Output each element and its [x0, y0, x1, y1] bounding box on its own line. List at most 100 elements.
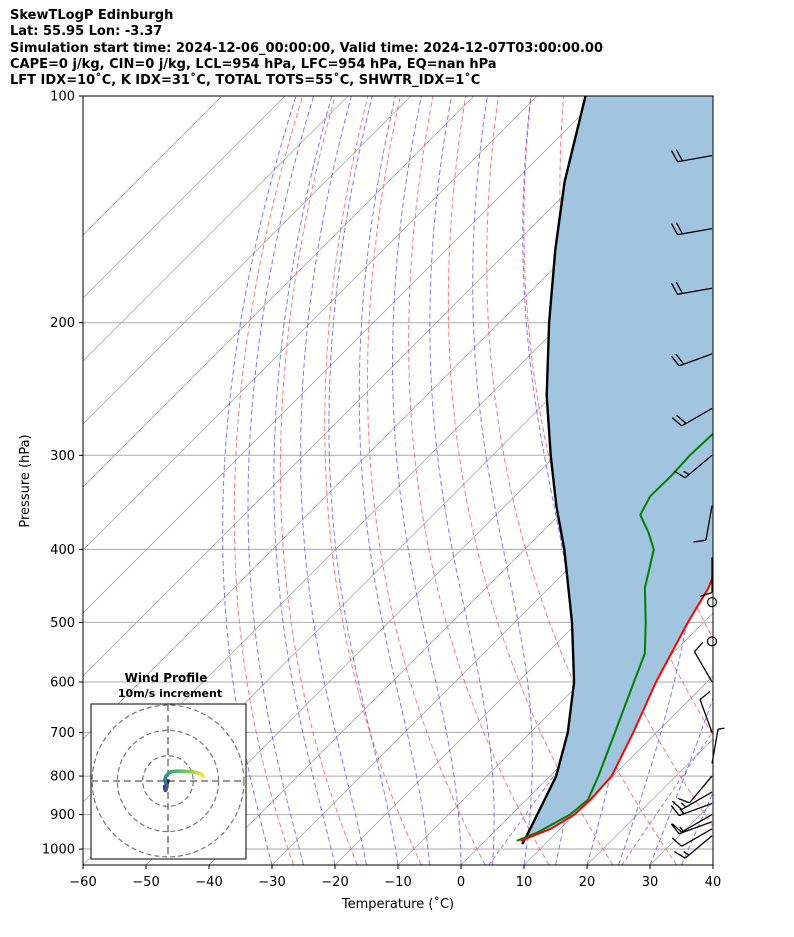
hodograph-ring [91, 704, 245, 858]
moist-adiabat-line [300, 96, 367, 865]
dry-adiabat-line [367, 96, 486, 865]
isotherm-line [83, 96, 538, 551]
x-tick-label: 10 [516, 875, 533, 890]
wind-barb [670, 802, 713, 817]
x-axis-label: Temperature (˚C) [341, 896, 454, 912]
wind-barb [674, 454, 713, 479]
mixing-ratio-line [488, 681, 624, 865]
cin-shaded-area [526, 96, 713, 836]
temperature-line [520, 573, 713, 842]
dry-adiabat-line [447, 96, 614, 865]
y-tick-label: 1000 [42, 843, 75, 858]
wind-barb [670, 149, 713, 163]
moist-adiabat-line [649, 696, 713, 865]
x-tick-label: −30 [258, 875, 285, 890]
x-tick-label: 30 [642, 875, 659, 890]
wind-barb [677, 775, 713, 804]
wind-barb [693, 505, 713, 543]
x-tick-label: 0 [457, 875, 465, 890]
time-line: Simulation start time: 2024-12-06_00:00:… [10, 40, 603, 56]
isotherm-line [145, 297, 713, 865]
isotherm-line [83, 96, 223, 236]
isotherm-line [271, 423, 713, 865]
y-axis-label: Pressure (hPa) [18, 434, 33, 527]
wind-barb [670, 353, 713, 367]
y-tick-label: 600 [50, 675, 75, 690]
mixing-ratio-line [621, 730, 713, 865]
dry-adiabat-line [523, 96, 713, 828]
isotherm-line [334, 486, 713, 865]
moist-adiabat-line [681, 791, 713, 865]
isotherm-line [83, 96, 412, 425]
moist-adiabat-line [618, 96, 698, 865]
dry-adiabat-line [324, 96, 422, 865]
x-tick-label: 40 [705, 875, 722, 890]
dry-adiabat-line [486, 96, 678, 865]
dry-adiabat-line [233, 96, 304, 865]
chart-title: SkewTLogP Edinburgh [10, 8, 174, 23]
y-tick-label: 100 [50, 90, 75, 105]
skewt-plot-area [82, 95, 794, 866]
location-line: Lat: 55.95 Lon: -3.37 [10, 24, 163, 40]
wind-barb [699, 691, 713, 733]
x-tick-label: −50 [132, 875, 159, 890]
isotherm-line [83, 96, 286, 299]
moist-adiabat-line [429, 96, 495, 865]
wind-barb [674, 835, 713, 859]
stability-line: CAPE=0 j/kg, CIN=0 j/kg, LCL=954 hPa, LF… [10, 56, 497, 72]
wind-barb [670, 222, 713, 236]
hodograph-subtitle: 10m/s increment [118, 687, 222, 700]
moist-adiabat-line [247, 96, 315, 865]
wind-barbs [670, 149, 725, 859]
x-tick-label: −20 [321, 875, 348, 890]
hodograph-title: Wind Profile [125, 671, 208, 685]
wind-barb [706, 636, 718, 647]
moist-adiabat-line [522, 96, 578, 865]
moist-adiabat-line [222, 96, 297, 865]
y-tick-label: 300 [50, 449, 75, 464]
wind-barb [671, 814, 713, 833]
dry-adiabat-line [759, 96, 794, 865]
hodograph-inset: Wind Profile 10m/s increment [90, 671, 247, 860]
y-tick-label: 900 [50, 808, 75, 823]
wind-barb [711, 727, 725, 764]
index-line: LFT IDX=10˚C, K IDX=31˚C, TOTAL TOTS=55˚… [10, 73, 481, 89]
wind-barb [671, 828, 713, 847]
isotherm-line [83, 96, 664, 677]
moist-adiabat-line [328, 96, 399, 865]
isotherm-line [397, 549, 713, 865]
hodograph-segment [199, 772, 205, 778]
isotherm-line [712, 864, 713, 865]
wind-barb [670, 821, 713, 835]
isotherm-line [83, 96, 601, 614]
moist-adiabat-line [358, 96, 430, 865]
y-tick-label: 200 [50, 316, 75, 331]
axes: −60 −50 −40 −30 −20 −10 0 10 20 30 40 100 200 300 400 5… [42, 90, 721, 891]
mixing-ratio-lines [488, 681, 713, 865]
wind-barb [671, 407, 713, 427]
wind-barb [699, 557, 713, 598]
dewpoint-line [516, 432, 713, 842]
x-tick-label: −10 [384, 875, 411, 890]
y-tick-label: 800 [50, 770, 75, 785]
x-tick-label: 20 [579, 875, 596, 890]
isotherm-line [83, 96, 349, 362]
dry-adiabat-line [408, 96, 550, 865]
dry-adiabat-line [279, 96, 358, 865]
moist-adiabat-line [392, 96, 462, 865]
x-tick-label: −40 [195, 875, 222, 890]
moist-adiabat-line [273, 96, 336, 865]
y-tick-label: 400 [50, 543, 75, 558]
parcel-profile-line [521, 96, 587, 845]
wind-barb [706, 597, 718, 608]
y-tick-label: 700 [50, 726, 75, 741]
wind-barb [693, 641, 713, 683]
moist-adiabat-line [712, 863, 713, 865]
x-tick-label: −60 [69, 875, 96, 890]
wind-barb [671, 791, 713, 811]
isotherm-line [523, 675, 713, 865]
wind-barb [670, 282, 713, 295]
y-tick-label: 500 [50, 616, 75, 631]
dry-adiabat-line [727, 96, 794, 865]
